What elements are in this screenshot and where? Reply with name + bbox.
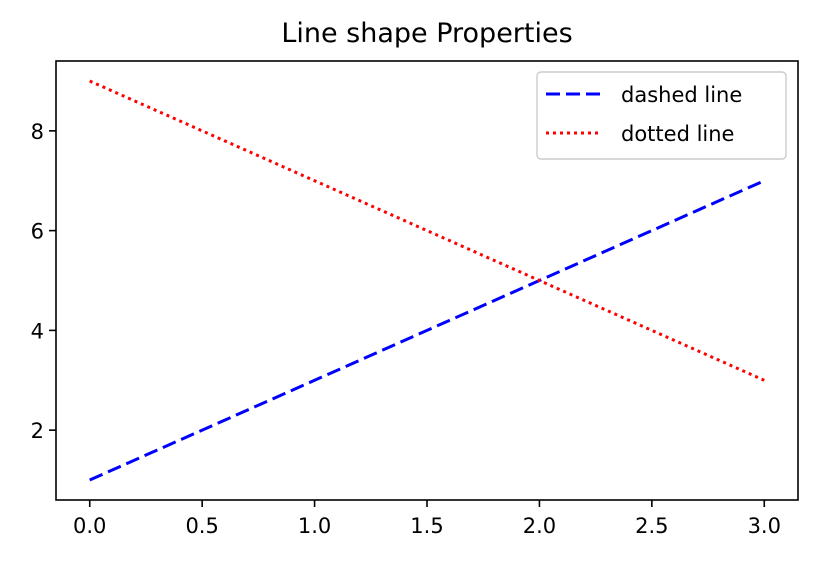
y-tick-label: 2 <box>31 419 44 443</box>
y-axis: 2 4 6 8 <box>31 120 56 443</box>
legend-label: dashed line <box>621 83 742 107</box>
x-tick-label: 3.0 <box>748 514 781 538</box>
legend: dashed line dotted line <box>536 71 787 160</box>
x-tick-label: 1.0 <box>298 514 331 538</box>
legend-label: dotted line <box>621 122 734 146</box>
y-tick-label: 4 <box>31 319 44 343</box>
series-layer <box>89 79 765 482</box>
series-line-dashed <box>89 179 765 482</box>
x-tick-label: 0.0 <box>73 514 106 538</box>
y-tick-label: 8 <box>31 120 44 144</box>
x-tick-label: 2.5 <box>635 514 668 538</box>
x-tick-label: 1.5 <box>410 514 443 538</box>
x-tick-label: 2.0 <box>523 514 556 538</box>
y-tick-label: 6 <box>31 220 44 244</box>
x-tick-label: 0.5 <box>185 514 218 538</box>
chart-title: Line shape Properties <box>281 18 572 49</box>
x-axis: 0.0 0.5 1.0 1.5 2.0 2.5 3.0 <box>73 500 781 538</box>
